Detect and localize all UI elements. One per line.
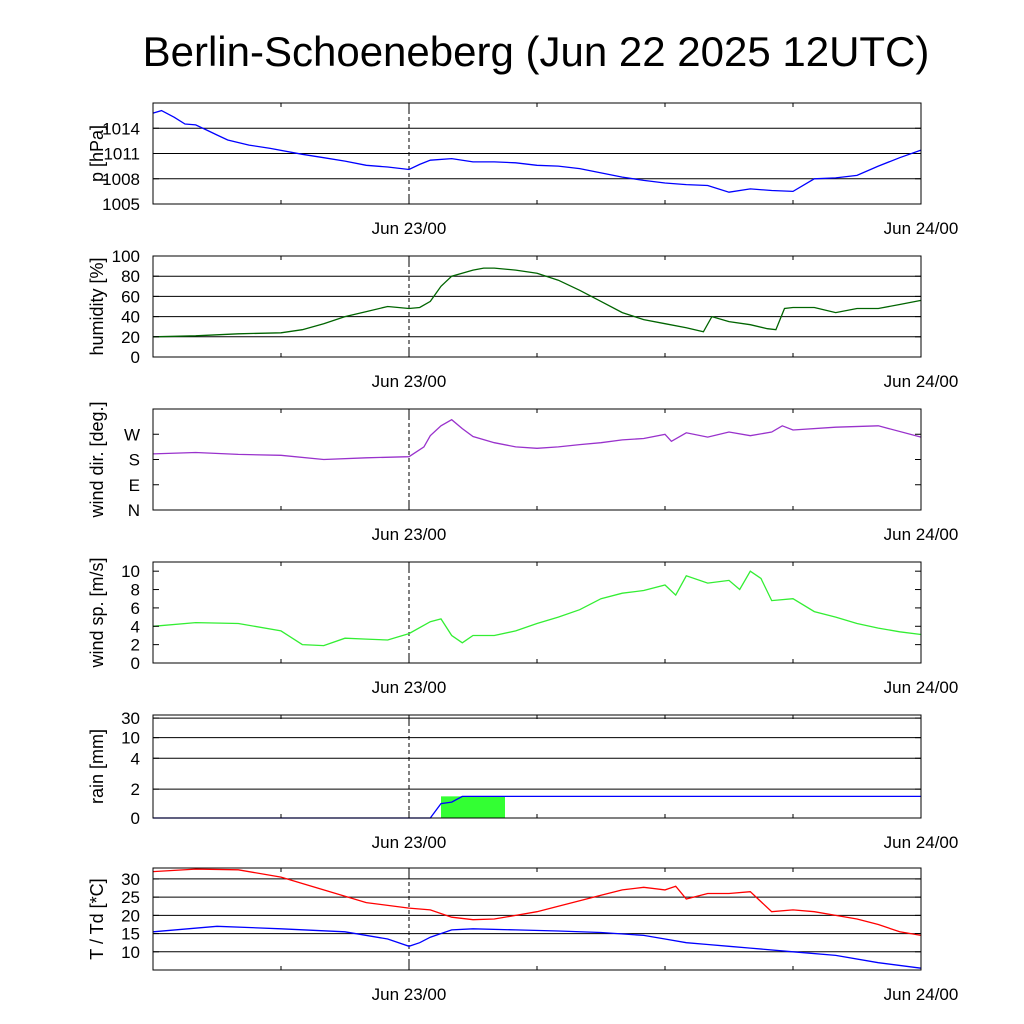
humidity-xtick-label: Jun 24/00: [884, 372, 959, 391]
humidity-ytick-label: 80: [121, 267, 140, 286]
temperature-ytick-label: 20: [121, 906, 140, 925]
temperature-ytick-label: 10: [121, 943, 140, 962]
temperature-ytick-label: 25: [121, 888, 140, 907]
humidity-ytick-label: 100: [112, 247, 140, 266]
wind-speed-frame: [152, 561, 922, 664]
wind-direction-ylabel: wind dir. [deg.]: [87, 401, 107, 518]
pressure-ytick-label: 1005: [102, 195, 140, 214]
pressure-ylabel: p [hPa]: [87, 125, 107, 182]
rain-frame: [152, 714, 922, 819]
wind-direction-ytick-label: N: [128, 501, 140, 520]
pressure-ytick-label: 1011: [103, 145, 140, 164]
temperature-frame: [152, 867, 922, 971]
wind-direction-series-0: [152, 418, 922, 461]
wind-speed-ylabel: wind sp. [m/s]: [87, 557, 107, 668]
pressure-series-0: [152, 109, 922, 193]
humidity-ytick-label: 40: [121, 308, 140, 327]
humidity-ylabel: humidity [%]: [87, 257, 107, 355]
humidity-xtick-label: Jun 23/00: [372, 372, 447, 391]
wind-direction-frame: [152, 408, 922, 511]
temperature-ylabel: T / Td [*C]: [87, 878, 107, 959]
humidity-frame: [152, 255, 922, 358]
wind-speed-ytick-label: 10: [121, 562, 140, 581]
rain-ytick-label: 10: [121, 729, 140, 748]
wind-direction-xtick-label: Jun 24/00: [884, 525, 959, 544]
pressure-xtick-label: Jun 23/00: [372, 219, 447, 238]
rain-xtick-label: Jun 23/00: [372, 833, 447, 852]
wind-speed-xtick-label: Jun 23/00: [372, 678, 447, 697]
humidity-ytick-label: 20: [121, 328, 140, 347]
wind-speed-xtick-label: Jun 24/00: [884, 678, 959, 697]
rain-ylabel: rain [mm]: [87, 729, 107, 804]
pressure-xtick-label: Jun 24/00: [884, 219, 959, 238]
pressure-ytick-label: 1008: [102, 170, 140, 189]
humidity-series-0: [152, 267, 922, 338]
wind-direction-ytick-label: E: [129, 476, 140, 495]
temperature-ytick-label: 15: [121, 925, 140, 944]
rain-ytick-label: 2: [131, 780, 140, 799]
wind-direction-xtick-label: Jun 23/00: [372, 525, 447, 544]
temperature-ytick-label: 30: [121, 870, 140, 889]
wind-speed-series-0: [152, 570, 922, 647]
pressure-ytick-label: 1014: [102, 119, 140, 138]
rain-xtick-label: Jun 24/00: [884, 833, 959, 852]
temperature-xtick-label: Jun 23/00: [372, 985, 447, 1004]
wind-direction-ytick-label: S: [129, 451, 140, 470]
rain-bar: [441, 796, 505, 818]
wind-speed-ytick-label: 0: [131, 654, 140, 673]
humidity-ytick-label: 0: [131, 348, 140, 367]
temperature-xtick-label: Jun 24/00: [884, 985, 959, 1004]
wind-speed-ytick-label: 2: [131, 636, 140, 655]
wind-speed-ytick-label: 4: [131, 617, 140, 636]
humidity-ytick-label: 60: [121, 287, 140, 306]
wind-speed-ytick-label: 6: [131, 599, 140, 618]
chart-title: Berlin-Schoeneberg (Jun 22 2025 12UTC): [142, 28, 930, 75]
temperature-series-0: [152, 868, 922, 937]
rain-ytick-label: 4: [131, 749, 140, 768]
wind-speed-ytick-label: 8: [131, 581, 140, 600]
rain-ytick-label: 0: [131, 809, 140, 828]
wind-direction-ytick-label: W: [124, 425, 140, 444]
temperature-series-1: [152, 925, 922, 969]
rain-ytick-label: 30: [121, 709, 140, 728]
